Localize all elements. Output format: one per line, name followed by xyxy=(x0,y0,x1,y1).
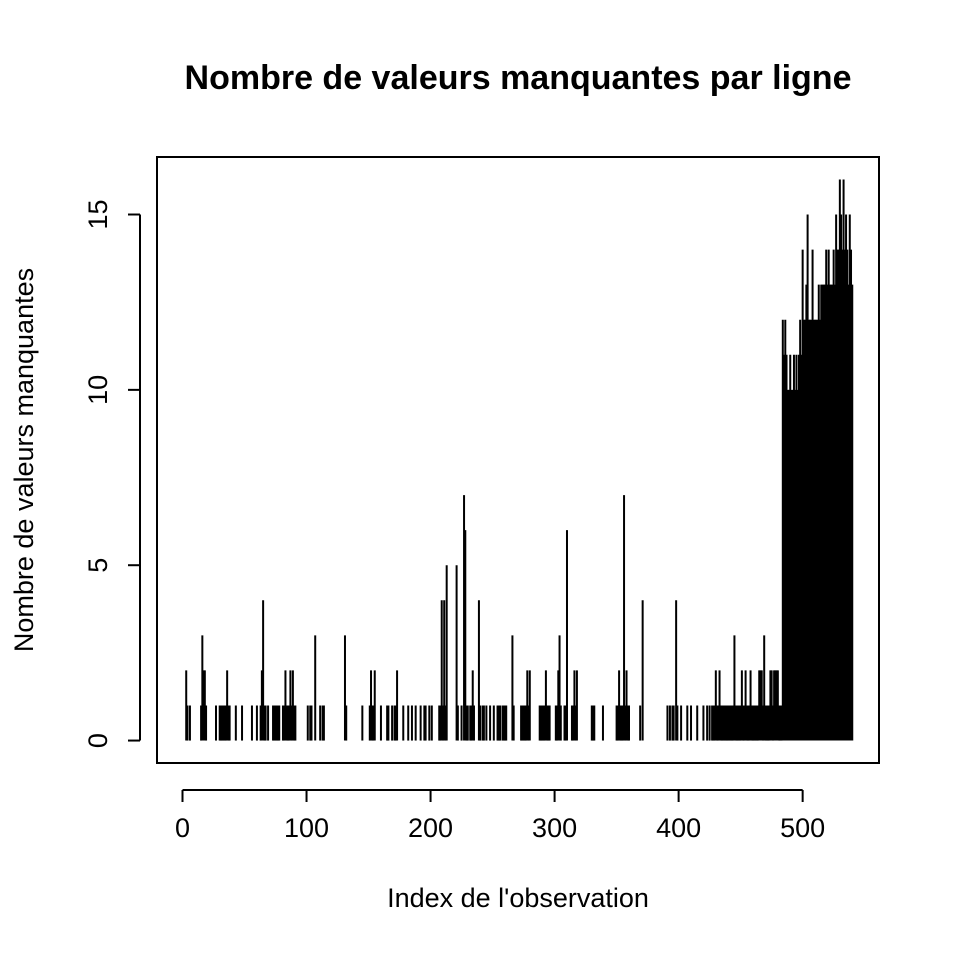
x-tick-label: 200 xyxy=(408,813,453,843)
y-tick-label: 15 xyxy=(83,199,113,229)
plot-frame xyxy=(156,156,880,764)
chart-title: Nombre de valeurs manquantes par ligne xyxy=(185,59,852,97)
y-tick-label: 0 xyxy=(83,733,113,748)
x-tick-label: 500 xyxy=(780,813,825,843)
x-tick-label: 0 xyxy=(175,813,190,843)
y-tick-label: 10 xyxy=(83,375,113,405)
x-tick-label: 100 xyxy=(284,813,329,843)
x-tick-label: 400 xyxy=(656,813,701,843)
y-tick-label: 5 xyxy=(83,558,113,573)
x-axis-label: Index de l'observation xyxy=(387,883,649,913)
x-tick-label: 300 xyxy=(532,813,577,843)
y-axis-label: Nombre de valeurs manquantes xyxy=(9,268,39,652)
